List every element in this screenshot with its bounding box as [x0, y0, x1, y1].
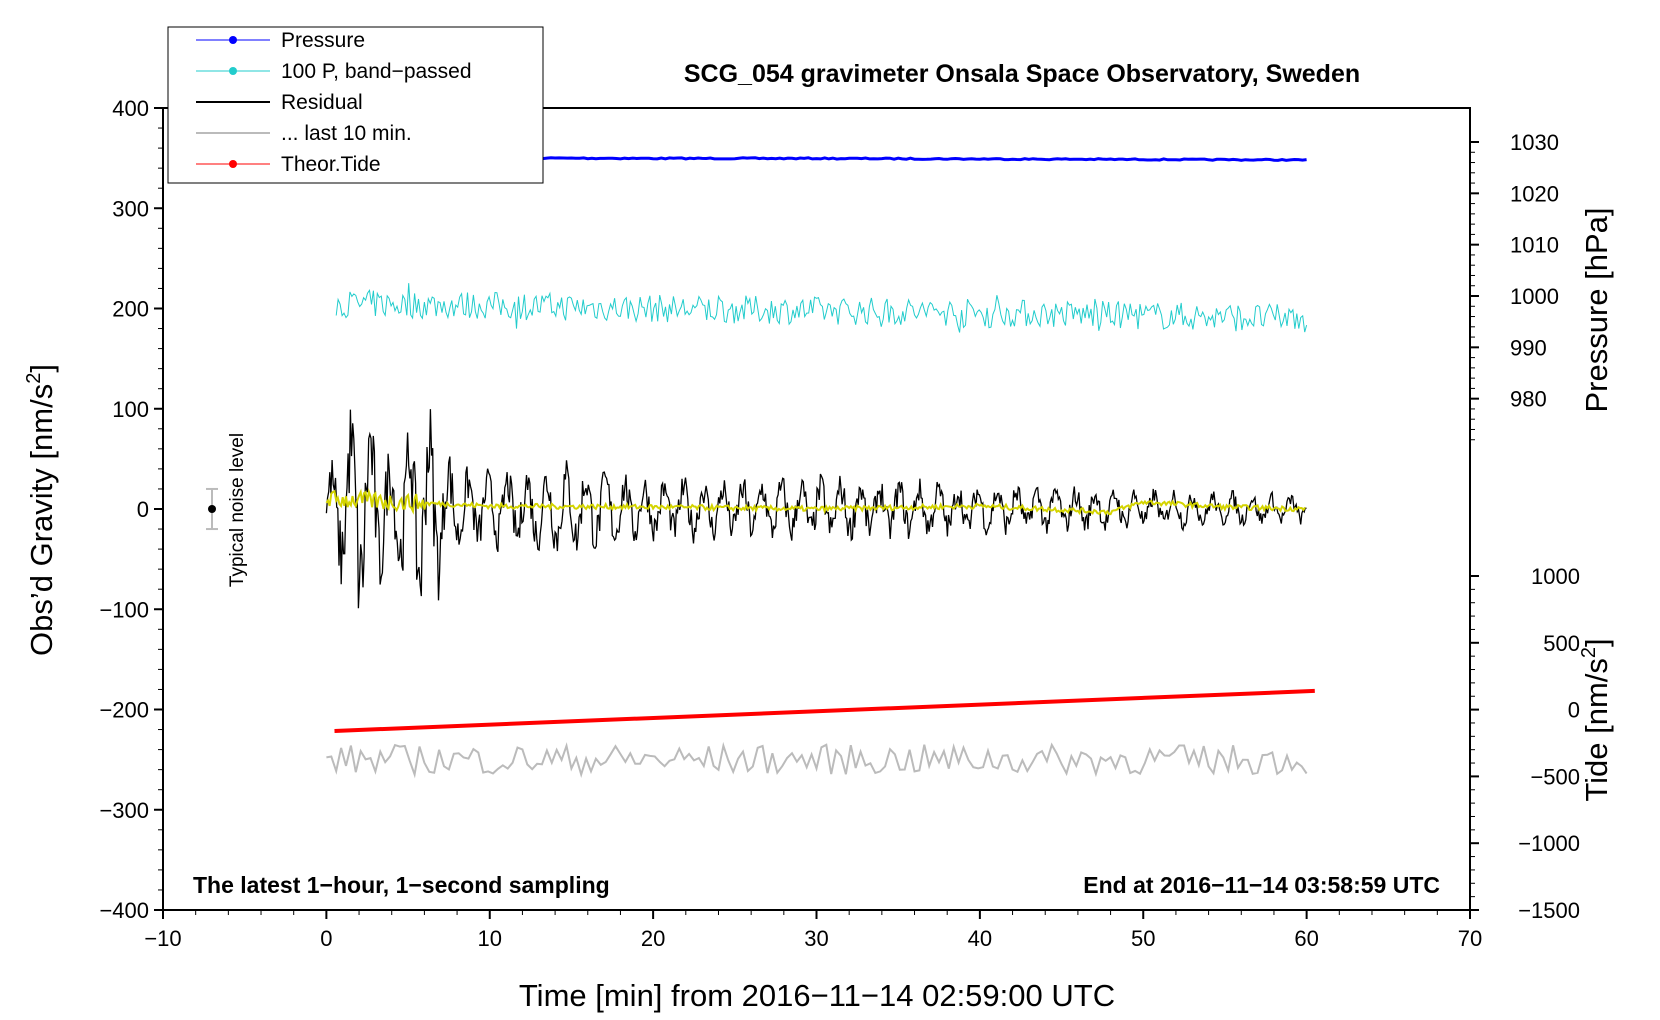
note-end-time: End at 2016−11−14 03:58:59 UTC [1083, 872, 1440, 898]
pressure-tick-label: 990 [1510, 335, 1547, 360]
y-tick-label: 100 [112, 397, 149, 422]
pressure-axis-title: Pressure [hPa] [1579, 207, 1614, 412]
legend-marker [229, 67, 237, 75]
legend-marker [229, 36, 237, 44]
x-tick-label: 0 [320, 926, 332, 951]
series-residual [325, 409, 1307, 609]
pressure-tick-label: 1030 [1510, 130, 1559, 155]
y-tick-label: 200 [112, 297, 149, 322]
legend-label: Theor.Tide [281, 153, 381, 176]
x-tick-label: 70 [1458, 926, 1482, 951]
tide-tick-label: 1000 [1531, 564, 1580, 589]
legend: Pressure 100 P, band−passed Residual ... la… [167, 26, 544, 184]
x-tick-label: 40 [968, 926, 992, 951]
x-tick-label: −10 [144, 926, 181, 951]
y-tick-label: −300 [99, 798, 149, 823]
series-residual-smoothed [325, 487, 1306, 516]
y-tick-label: −100 [99, 597, 149, 622]
axes-layer: −10 0 10 20 30 40 50 60 70−400−300−200−100010020… [99, 96, 1580, 951]
x-tick-label: 20 [641, 926, 665, 951]
y-tick-label: 300 [112, 196, 149, 221]
y-axis-title: Obs’d Gravity [nm/s2] [23, 364, 59, 656]
tide-tick-label: 500 [1543, 631, 1580, 656]
legend-label: 100 P, band−passed [281, 60, 472, 83]
tide-tick-label: −1500 [1518, 898, 1580, 923]
legend-label: Pressure [281, 29, 365, 52]
legend-label: ... last 10 min. [281, 122, 412, 145]
pressure-tick-label: 1020 [1510, 181, 1559, 206]
y-axis-title-sup: 2 [23, 373, 45, 384]
series-layer [206, 155, 1315, 779]
legend-label: Residual [281, 91, 363, 114]
y-tick-label: −400 [99, 898, 149, 923]
series-theor-tide [334, 688, 1315, 733]
tide-tick-label: −1000 [1518, 831, 1580, 856]
x-tick-label: 10 [478, 926, 502, 951]
noise-bar-center [208, 505, 217, 513]
y-axis-title-end: ] [24, 364, 59, 373]
y-tick-label: −200 [99, 698, 149, 723]
y-axis-title-main: Obs’d Gravity [nm/s [24, 384, 59, 656]
tide-axis-title-main: Tide [nm/s [1579, 658, 1614, 802]
legend-box [167, 26, 544, 184]
x-tick-label: 30 [804, 926, 828, 951]
pressure-tick-label: 1010 [1510, 233, 1559, 258]
x-axis-title: Time [min] from 2016−11−14 02:59:00 UTC [519, 978, 1115, 1013]
pressure-tick-label: 980 [1510, 387, 1547, 412]
tide-axis-title: Tide [nm/s2] [1578, 638, 1614, 801]
tide-axis-title-end: ] [1579, 638, 1614, 647]
tide-tick-label: −500 [1530, 764, 1580, 789]
series-band-passed [335, 283, 1308, 333]
series-last-10-min [326, 741, 1308, 779]
y-tick-label: 400 [112, 96, 149, 121]
noise-level-label: Typical noise level [227, 433, 248, 587]
x-tick-label: 50 [1131, 926, 1155, 951]
y-tick-label: 0 [137, 497, 149, 522]
tide-tick-label: 0 [1568, 698, 1580, 723]
pressure-tick-label: 1000 [1510, 284, 1559, 309]
legend-marker [229, 160, 237, 168]
chart-title: SCG_054 gravimeter Onsala Space Observat… [684, 60, 1360, 88]
tide-axis-title-sup: 2 [1578, 647, 1600, 658]
x-tick-label: 60 [1294, 926, 1318, 951]
note-latest-hour: The latest 1−hour, 1−second sampling [193, 872, 610, 898]
